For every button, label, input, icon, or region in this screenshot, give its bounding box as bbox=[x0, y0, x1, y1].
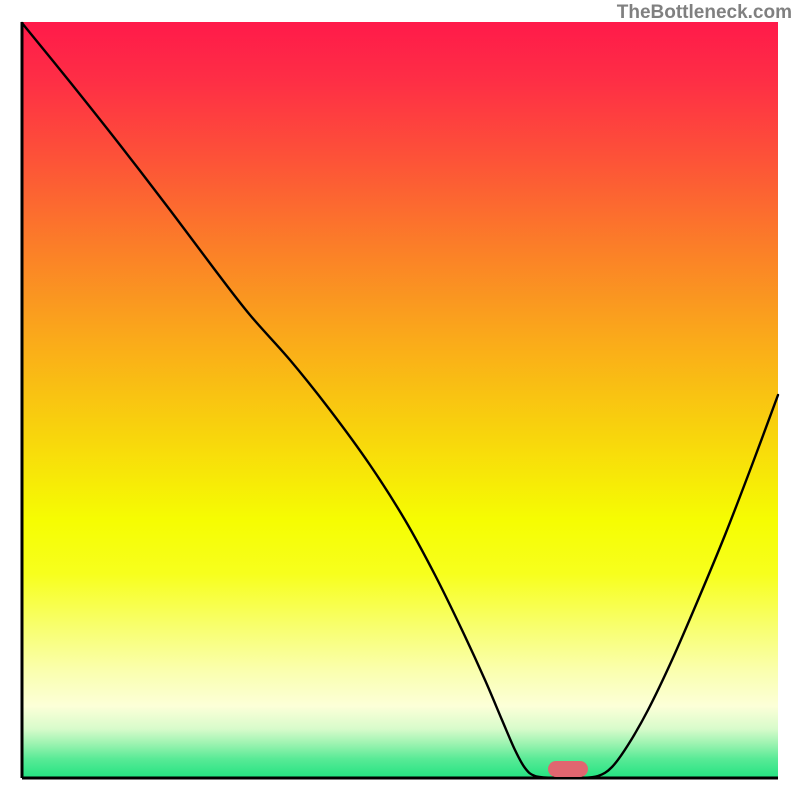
chart-background bbox=[22, 22, 778, 778]
optimal-marker bbox=[548, 761, 588, 777]
attribution-text: TheBottleneck.com bbox=[617, 2, 792, 24]
bottleneck-chart bbox=[0, 0, 800, 800]
chart-container: { "attribution": { "text": "TheBottlenec… bbox=[0, 0, 800, 800]
